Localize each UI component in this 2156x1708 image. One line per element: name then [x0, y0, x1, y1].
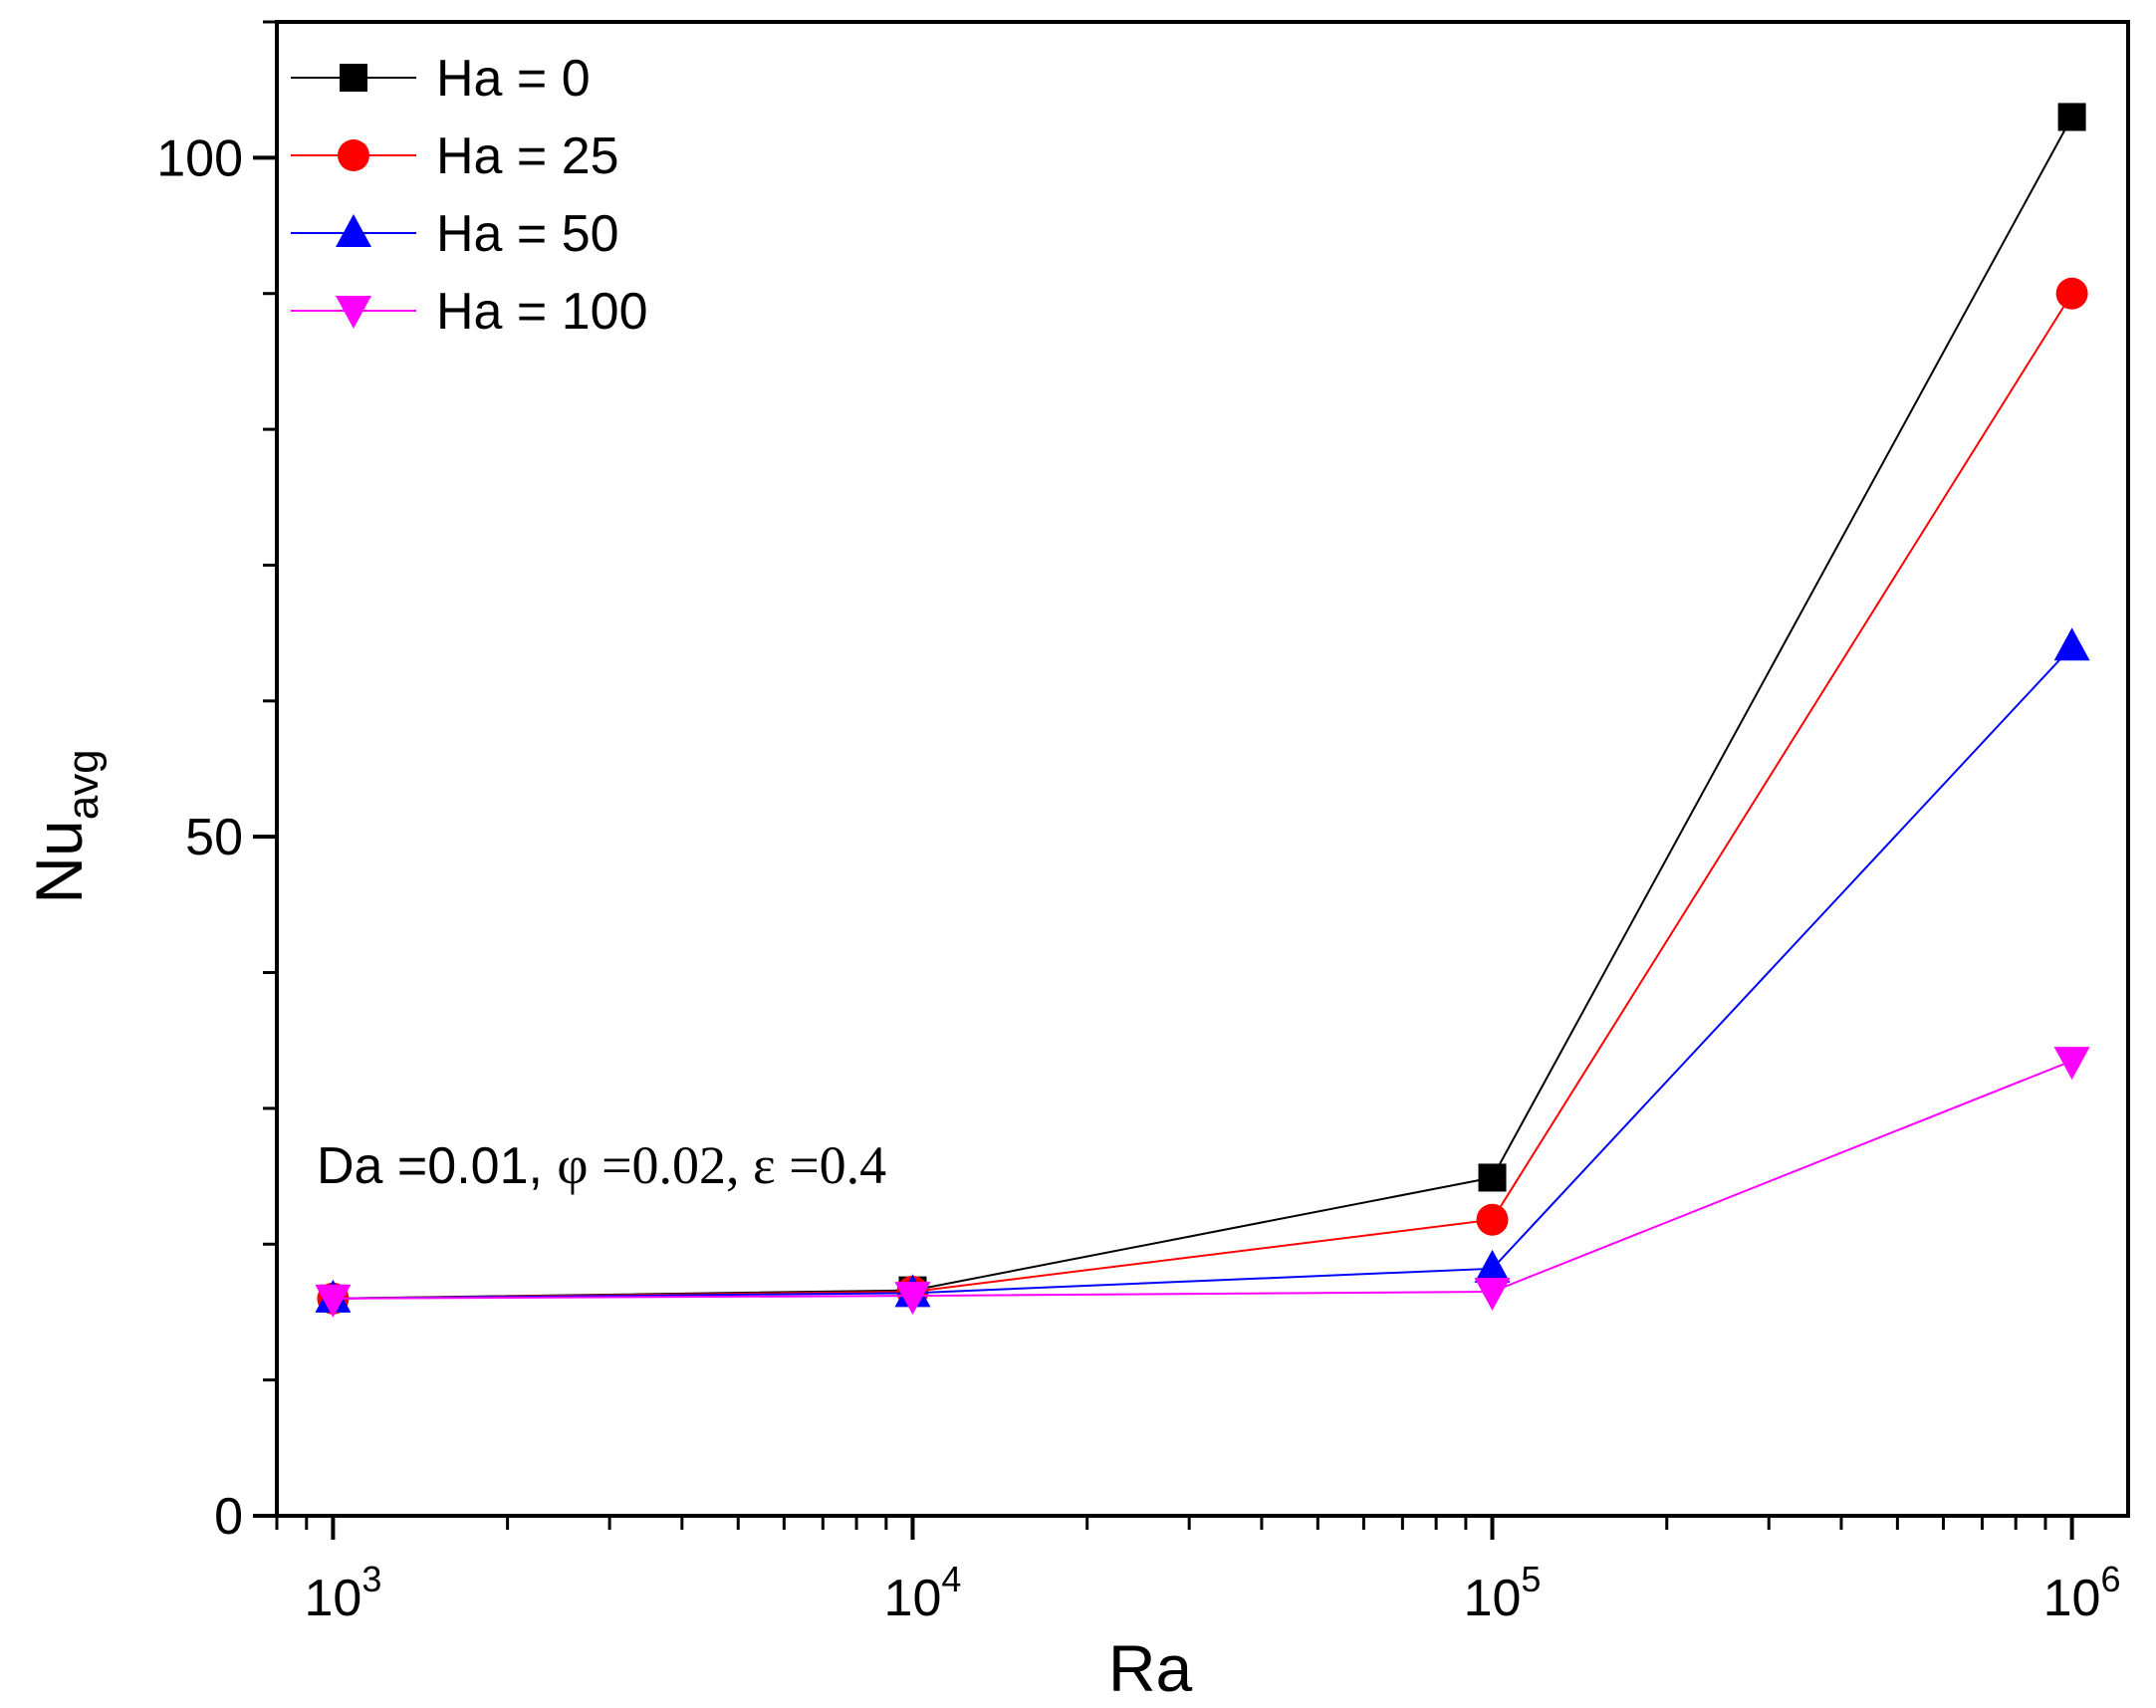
- legend-marker-triangle-down: [336, 296, 371, 329]
- x-tick-label: 105: [1464, 1559, 1542, 1627]
- y-tick-labels: 0 50 100: [156, 129, 243, 1546]
- legend-label: Ha = 50: [436, 205, 619, 263]
- series-layer: [315, 103, 2090, 1318]
- legend: Ha = 0 Ha = 25 Ha = 50 Ha = 100: [291, 50, 648, 341]
- x-major-ticks: [331, 1516, 2074, 1540]
- legend-item-ha-100: Ha = 100: [291, 283, 648, 341]
- data-point-triangle-down: [315, 1284, 352, 1318]
- plot-frame: [275, 20, 2130, 1518]
- legend-item-ha-50: Ha = 50: [291, 205, 619, 263]
- legend-marker-triangle-up: [336, 214, 371, 247]
- x-tick-label: 106: [2043, 1559, 2121, 1627]
- y-axis-title: Nuavg: [22, 749, 108, 903]
- data-point-triangle-down: [2053, 1047, 2090, 1081]
- series-line: [333, 1060, 2072, 1300]
- x-minor-ticks: [275, 1516, 2047, 1530]
- legend-item-ha-25: Ha = 25: [291, 127, 619, 185]
- legend-marker-circle: [338, 139, 369, 171]
- legend-label: Ha = 100: [436, 283, 648, 341]
- legend-label: Ha = 25: [436, 127, 619, 185]
- data-point-circle: [1476, 1203, 1509, 1236]
- y-tick-label: 0: [214, 1488, 243, 1546]
- series-ha-50: [315, 627, 2090, 1313]
- y-tick-label: 50: [185, 809, 243, 866]
- y-tick-label: 100: [156, 129, 243, 187]
- legend-label: Ha = 0: [436, 50, 591, 108]
- data-point-square: [2057, 103, 2086, 131]
- x-axis-title: Ra: [1108, 1631, 1193, 1705]
- data-point-triangle-down: [1474, 1278, 1511, 1311]
- y-axis-title-sub: avg: [59, 749, 108, 820]
- parameter-annotation: Da =0.01, φ =0.02, ε =0.4: [317, 1135, 886, 1195]
- y-ticks: [253, 20, 277, 1518]
- epsilon-symbol: ε: [753, 1135, 776, 1195]
- y-axis-title-main: Nu: [22, 820, 96, 903]
- legend-marker-square: [340, 64, 367, 92]
- data-point-square: [1478, 1163, 1507, 1192]
- data-point-circle: [2055, 277, 2088, 310]
- data-point-triangle-up: [2053, 627, 2090, 661]
- x-tick-label: 104: [884, 1559, 962, 1627]
- phi-symbol: φ: [557, 1135, 588, 1195]
- data-point-triangle-down: [894, 1282, 931, 1316]
- series-line: [333, 645, 2073, 1300]
- series-ha-100: [315, 1047, 2090, 1318]
- data-point-triangle-up: [1474, 1249, 1511, 1283]
- x-tick-label: 103: [304, 1559, 381, 1627]
- legend-item-ha-0: Ha = 0: [291, 50, 591, 108]
- x-tick-labels: 103 104 105 106: [304, 1559, 2120, 1627]
